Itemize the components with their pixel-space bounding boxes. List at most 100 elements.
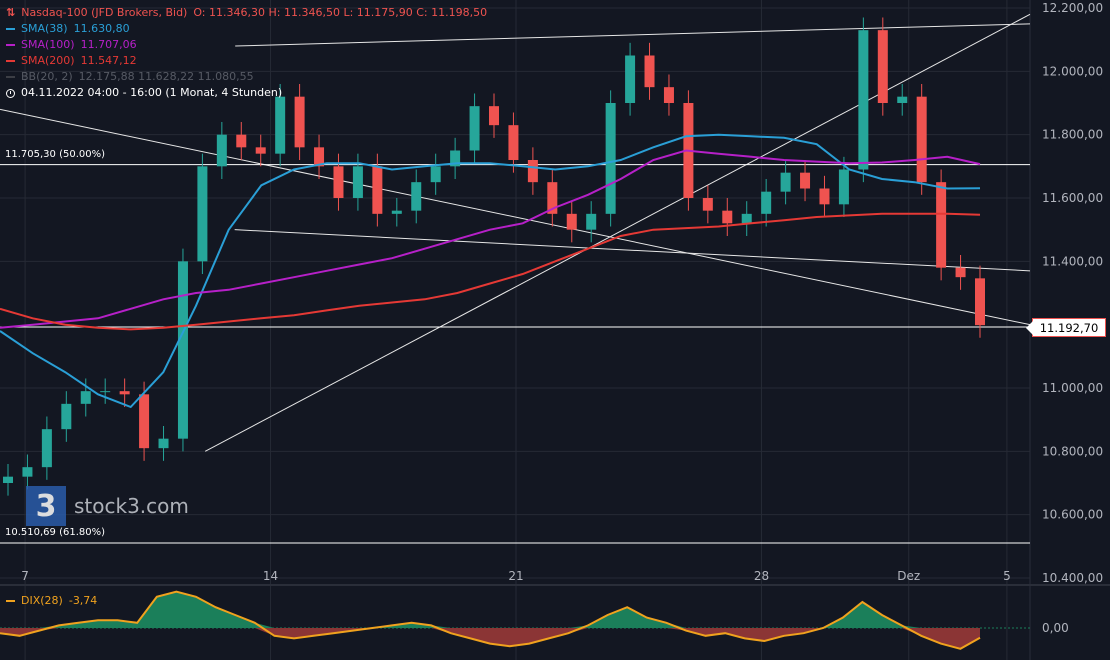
trend-line xyxy=(235,23,1031,47)
candle-body xyxy=(722,210,733,224)
candle-body xyxy=(586,213,597,230)
candle-body xyxy=(3,476,13,483)
sma-line-200 xyxy=(0,212,981,331)
fib-618-label: 10.510,69 (61.80%) xyxy=(5,527,106,538)
moving-averages xyxy=(0,133,981,409)
stock3-logo-icon: 3 xyxy=(26,486,66,526)
y-tick-label: 10.400,00 xyxy=(1042,571,1103,585)
dix-zero-label: 0,00 xyxy=(1042,621,1069,635)
candle-icon: ⇅ xyxy=(6,6,16,19)
candle-body xyxy=(41,429,52,468)
candle-body xyxy=(936,182,947,268)
candle-body xyxy=(139,394,150,449)
candle-body xyxy=(819,188,830,205)
fib-50-label: 11.705,30 (50.00%) xyxy=(5,149,106,160)
legend-sma38-row[interactable]: SMA(38) 11.630,80 xyxy=(6,21,487,37)
y-tick-label: 11.000,00 xyxy=(1042,381,1103,395)
sma100-swatch xyxy=(6,44,15,46)
legend-sma200-label: SMA(200) xyxy=(21,54,75,67)
candle-body xyxy=(605,103,616,214)
candle-body xyxy=(333,166,344,198)
candle-body xyxy=(119,391,130,395)
y-tick-label: 11.600,00 xyxy=(1042,191,1103,205)
y-tick-label: 10.600,00 xyxy=(1042,508,1103,522)
price-axis[interactable]: 12.200,00 12.000,00 11.800,00 11.600,00 11.4… xyxy=(1042,1,1103,585)
legend-sma200-row[interactable]: SMA(200) 11.547,12 xyxy=(6,53,487,69)
trend-lines xyxy=(0,13,1031,452)
dix-negative-area xyxy=(0,628,980,649)
legend-symbol-row[interactable]: ⇅ Nasdaq-100 (JFD Brokers, Bid) O: 11.34… xyxy=(6,5,487,21)
time-axis[interactable]: 7142128Dez512 xyxy=(21,569,1110,583)
dix-value: -3,74 xyxy=(68,594,98,607)
dix-swatch xyxy=(6,599,15,602)
candle-body xyxy=(197,166,208,262)
candle-body xyxy=(450,150,461,167)
candle-body xyxy=(177,261,188,439)
sma200-swatch xyxy=(6,60,15,62)
x-tick-label: 14 xyxy=(263,569,278,583)
trend-line xyxy=(204,13,1031,452)
legend-symbol: Nasdaq-100 (JFD Brokers, Bid) xyxy=(21,6,188,19)
dix-panel: 0,00 xyxy=(0,590,1069,650)
watermark: 3 stock3.com xyxy=(26,486,189,526)
candle-body xyxy=(294,96,305,148)
watermark-text: stock3.com xyxy=(74,494,189,518)
candle-body xyxy=(663,87,674,103)
last-price-tag: 11.192,70 xyxy=(1026,318,1106,337)
legend-period: 04.11.2022 04:00 - 16:00 (1 Monat, 4 Stu… xyxy=(21,86,283,99)
candle-body xyxy=(275,96,286,154)
candle-body xyxy=(741,213,752,224)
legend-bb-row[interactable]: BB(20, 2) 12.175,88 11.628,22 11.080,55 xyxy=(6,69,487,85)
legend-sma38-label: SMA(38) xyxy=(21,22,68,35)
candle-body xyxy=(314,147,325,167)
candle-body xyxy=(877,30,888,104)
candle-body xyxy=(216,134,227,167)
candle-body xyxy=(838,169,849,205)
trend-line xyxy=(234,229,1031,272)
chart-legend: ⇅ Nasdaq-100 (JFD Brokers, Bid) O: 11.34… xyxy=(6,5,487,101)
candle-body xyxy=(644,55,655,88)
y-tick-label: 11.800,00 xyxy=(1042,128,1103,142)
candle-body xyxy=(22,467,33,477)
candle-body xyxy=(975,278,985,326)
candle-body xyxy=(761,191,772,214)
x-tick-label: 7 xyxy=(21,569,29,583)
candle-body xyxy=(508,125,519,160)
legend-sma38-value: 11.630,80 xyxy=(73,22,130,35)
trend-line xyxy=(0,108,1031,326)
candle-body xyxy=(255,147,266,154)
legend-sma100-row[interactable]: SMA(100) 11.707,06 xyxy=(6,37,487,53)
candle-body xyxy=(411,182,422,211)
sma38-swatch xyxy=(6,28,15,30)
candle-body xyxy=(625,55,636,103)
candle-body xyxy=(780,172,791,192)
x-tick-label: Dez xyxy=(897,569,920,583)
candle-body xyxy=(547,182,558,214)
candle-body xyxy=(158,438,169,449)
legend-period-row: 04.11.2022 04:00 - 16:00 (1 Monat, 4 Stu… xyxy=(6,85,487,101)
dix-legend[interactable]: DIX(28) -3,74 xyxy=(6,594,97,607)
candle-body xyxy=(858,30,869,170)
legend-sma100-value: 11.707,06 xyxy=(80,38,137,51)
candle-body xyxy=(527,160,538,183)
x-tick-label: 21 xyxy=(508,569,523,583)
candles xyxy=(3,17,985,496)
dix-line xyxy=(0,590,981,650)
legend-bb-label: BB(20, 2) xyxy=(21,70,73,83)
candle-body xyxy=(800,172,811,189)
candle-body xyxy=(80,391,91,404)
sma-line-100 xyxy=(0,149,981,329)
candle-body xyxy=(100,391,111,393)
candle-body xyxy=(469,106,480,151)
candle-body xyxy=(916,96,927,183)
candle-body xyxy=(489,106,499,126)
candle-body xyxy=(566,213,577,230)
legend-sma200-value: 11.547,12 xyxy=(80,54,137,67)
x-tick-label: 28 xyxy=(754,569,769,583)
candle-body xyxy=(391,210,402,214)
candle-body xyxy=(702,198,713,211)
candle-body xyxy=(236,134,247,148)
y-tick-label: 12.200,00 xyxy=(1042,1,1103,15)
